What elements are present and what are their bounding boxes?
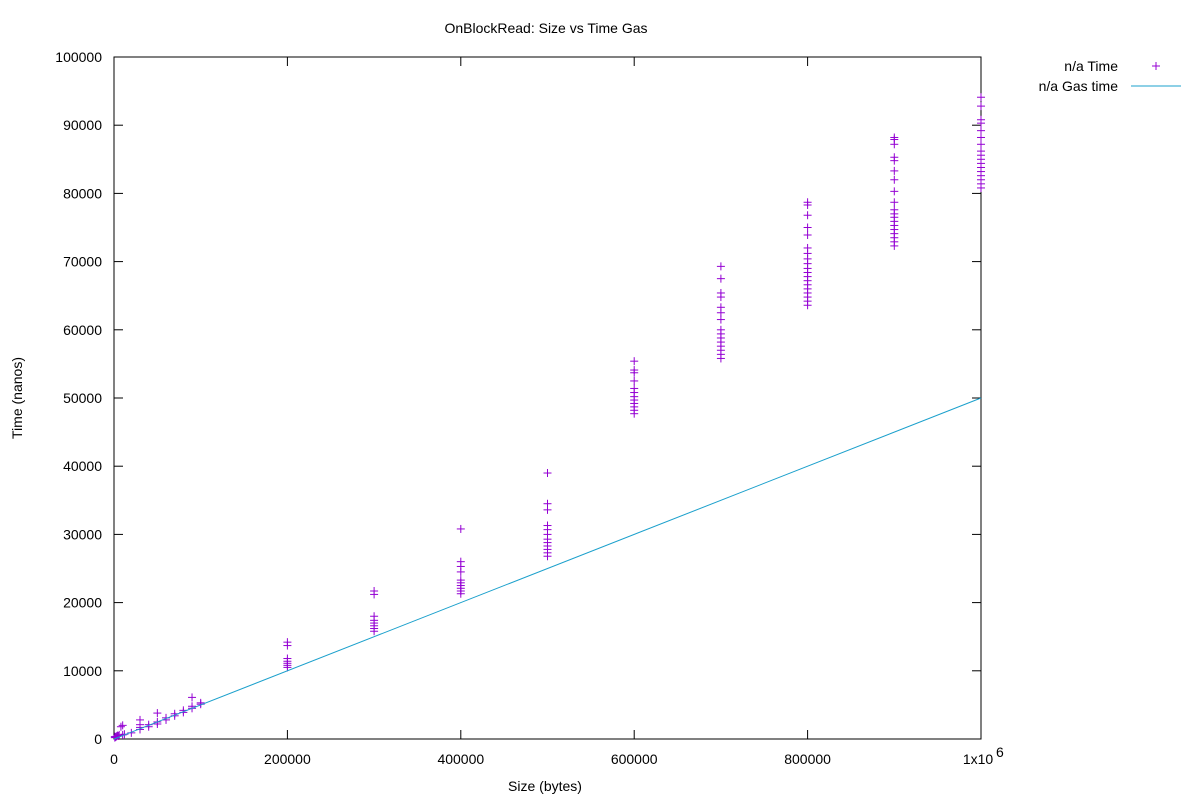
data-point (153, 709, 162, 718)
data-point (630, 357, 639, 366)
legend-label-gas: n/a Gas time (1039, 78, 1119, 94)
data-point (630, 376, 639, 385)
x-axis: 0 200000 400000 600000 800000 1x10 6 (110, 57, 1004, 767)
y-tick-label: 50000 (63, 390, 102, 406)
series-line-gas-time (113, 397, 982, 740)
series-points-time (110, 93, 985, 742)
x-axis-label: Size (bytes) (508, 778, 582, 794)
data-point (283, 654, 292, 663)
data-point (977, 147, 985, 156)
data-point (196, 698, 205, 707)
x-tick-label: 0 (110, 751, 118, 767)
data-point (890, 153, 899, 162)
data-point (716, 303, 725, 312)
y-tick-label: 100000 (55, 49, 102, 65)
legend-marker-time (1152, 62, 1160, 70)
data-point (890, 166, 899, 175)
data-point (716, 325, 725, 334)
data-point (118, 721, 127, 730)
x-tick-label: 200000 (264, 751, 311, 767)
legend-plus-marker (1152, 62, 1160, 70)
data-point (456, 576, 465, 585)
data-point (977, 126, 985, 135)
x-tick-label: 800000 (784, 751, 831, 767)
data-point (543, 469, 552, 478)
y-tick-label: 0 (94, 731, 102, 747)
data-point (890, 187, 899, 196)
chart-title: OnBlockRead: Size vs Time Gas (444, 20, 647, 36)
data-point (977, 140, 985, 149)
x-tick-label: 600000 (611, 751, 658, 767)
data-point (803, 211, 812, 220)
y-tick-label: 10000 (63, 663, 102, 679)
plot-frame (113, 56, 982, 740)
data-point (283, 638, 292, 647)
y-tick-label: 40000 (63, 458, 102, 474)
data-point (370, 612, 379, 621)
data-point (543, 521, 552, 530)
data-point (716, 315, 725, 324)
y-axis: 0 10000 20000 30000 40000 50000 60000 70000 8000… (55, 49, 981, 747)
data-point (116, 722, 125, 731)
data-point (977, 102, 985, 111)
data-point (716, 288, 725, 297)
y-tick-label: 90000 (63, 117, 102, 133)
data-point (370, 587, 379, 596)
y-tick-label: 60000 (63, 322, 102, 338)
data-point (803, 243, 812, 252)
y-tick-label: 30000 (63, 526, 102, 542)
data-point (890, 133, 899, 142)
data-point (630, 384, 639, 393)
x-tick-label: 400000 (437, 751, 484, 767)
data-point (456, 524, 465, 533)
data-point (630, 366, 639, 375)
y-tick-label: 70000 (63, 254, 102, 270)
data-point (716, 274, 725, 283)
x-tick-label: 1x10 (963, 751, 994, 767)
data-point (188, 702, 197, 711)
data-point (977, 93, 985, 102)
data-point (543, 499, 552, 508)
data-point (803, 223, 812, 232)
data-point (803, 231, 812, 240)
legend-label-time: n/a Time (1064, 58, 1118, 74)
plot-area (110, 93, 985, 742)
legend: n/a Time n/a Gas time (1039, 58, 1181, 94)
x-tick-exponent: 6 (996, 744, 1004, 760)
data-point (188, 693, 197, 702)
data-point (456, 557, 465, 566)
data-point (890, 175, 899, 184)
data-point (136, 715, 145, 724)
data-point (716, 262, 725, 271)
data-point (803, 198, 812, 207)
data-point (890, 205, 899, 214)
y-axis-label: Time (nanos) (9, 357, 25, 439)
y-tick-label: 20000 (63, 595, 102, 611)
data-point (890, 198, 899, 207)
data-point (977, 115, 985, 124)
y-tick-label: 80000 (63, 185, 102, 201)
data-point (977, 133, 985, 142)
